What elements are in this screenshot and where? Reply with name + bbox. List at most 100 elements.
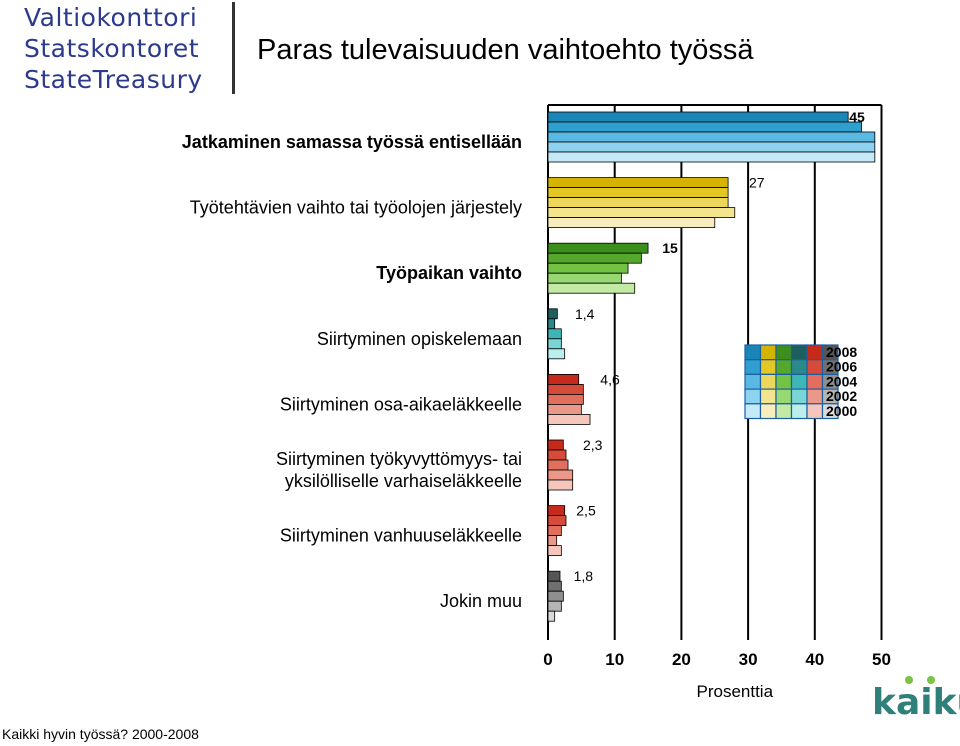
state-treasury-logo: Valtiokonttori Statskontoret StateTreasu… xyxy=(24,2,203,95)
bar xyxy=(547,373,580,385)
x-axis-title: Prosenttia xyxy=(696,682,773,701)
category-label: Työpaikan vaihto xyxy=(376,263,522,283)
x-tick-label: 30 xyxy=(739,650,758,669)
bar xyxy=(547,318,556,330)
bar xyxy=(547,459,569,471)
bar xyxy=(547,328,562,340)
category-label: Siirtyminen työkyvyttömyys- tai xyxy=(276,449,522,469)
x-tick-label: 20 xyxy=(672,650,691,669)
bar xyxy=(547,151,876,163)
bar xyxy=(547,131,876,143)
legend-swatch xyxy=(806,373,824,390)
legend-swatch xyxy=(790,403,808,420)
x-tick-label: 40 xyxy=(805,650,824,669)
kaiku-dot-icon xyxy=(905,676,913,684)
bar xyxy=(547,141,876,153)
bar xyxy=(547,570,561,582)
legend-swatch xyxy=(744,344,762,361)
bar xyxy=(547,308,558,320)
bar xyxy=(547,403,582,415)
data-label: 2,3 xyxy=(583,437,603,453)
bar xyxy=(547,590,564,602)
legend-swatch xyxy=(775,344,793,361)
bar xyxy=(547,252,642,264)
bar xyxy=(547,282,636,294)
legend-label: 2008 xyxy=(826,344,857,360)
logo-line-1: Valtiokonttori xyxy=(24,3,198,32)
logo-line-2: Statskontoret xyxy=(24,34,200,63)
bar xyxy=(547,525,562,536)
footer-text: Kaikki hyvin työssä? 2000-2008 xyxy=(2,726,199,742)
data-label: 15 xyxy=(662,240,678,256)
legend-label: 2004 xyxy=(826,373,857,389)
data-label: 1,8 xyxy=(574,568,594,584)
bar xyxy=(547,600,562,612)
x-tick-label: 10 xyxy=(605,650,624,669)
bar xyxy=(547,469,574,481)
bar xyxy=(547,515,567,526)
category-label: Jokin muu xyxy=(440,591,522,611)
legend-swatch xyxy=(744,388,762,405)
category-label: yksilölliselle varhaiseläkkeelle xyxy=(285,471,522,491)
bar xyxy=(547,383,584,395)
bar xyxy=(547,393,584,405)
bar xyxy=(547,177,729,189)
legend-swatch xyxy=(775,373,793,390)
data-label: 4,6 xyxy=(600,371,620,387)
data-label: 45 xyxy=(849,109,865,125)
bar xyxy=(547,449,567,461)
bar xyxy=(547,610,556,622)
bar xyxy=(547,272,622,284)
legend-swatch xyxy=(790,373,808,390)
legend-swatch xyxy=(744,403,762,420)
data-label: 27 xyxy=(749,175,765,191)
legend-swatch xyxy=(759,373,777,390)
bar xyxy=(547,197,729,209)
bar xyxy=(547,187,729,199)
bar xyxy=(547,348,566,360)
bar xyxy=(547,111,849,123)
x-tick-label: 50 xyxy=(872,650,891,669)
bar xyxy=(547,545,562,556)
data-label: 1,4 xyxy=(575,306,595,322)
legend-swatch xyxy=(744,359,762,376)
legend-swatch xyxy=(759,388,777,405)
bar xyxy=(547,338,562,350)
x-tick-label: 0 xyxy=(543,650,552,669)
legend-swatch xyxy=(775,388,793,405)
legend-swatch xyxy=(821,403,839,420)
legend-swatch xyxy=(759,344,777,361)
category-label: Siirtyminen opiskelemaan xyxy=(317,329,522,349)
category-label: Siirtyminen vanhuuseläkkeelle xyxy=(280,526,522,546)
legend-swatch xyxy=(790,359,808,376)
legend-swatch xyxy=(744,373,762,390)
page-title: Paras tulevaisuuden vaihtoehto työssä xyxy=(257,34,754,66)
legend-swatch xyxy=(759,403,777,420)
legend-label: 2002 xyxy=(826,388,857,404)
kaiku-logo-text: kaiku xyxy=(872,682,960,723)
header-divider xyxy=(232,2,235,94)
logo-line-3: StateTreasury xyxy=(24,65,203,94)
legend-swatch xyxy=(790,344,808,361)
category-label: Jatkaminen samassa työssä entisellään xyxy=(182,132,522,152)
bar xyxy=(547,121,862,133)
legend-swatch xyxy=(775,359,793,376)
data-label: 2,5 xyxy=(576,503,596,519)
legend-swatch xyxy=(759,359,777,376)
bar xyxy=(547,207,736,219)
bar xyxy=(547,505,566,517)
bar xyxy=(547,413,591,425)
legend-swatch xyxy=(775,403,793,420)
bar xyxy=(547,535,558,546)
kaiku-dot-icon xyxy=(927,676,935,684)
legend-swatch xyxy=(806,388,824,405)
bar xyxy=(547,217,716,229)
bar xyxy=(547,479,574,491)
legend-swatch xyxy=(806,359,824,376)
kaiku-logo: kaiku xyxy=(872,676,960,723)
bar xyxy=(547,242,649,254)
bar xyxy=(547,262,629,274)
legend-swatch xyxy=(806,403,824,420)
category-label: Siirtyminen osa-aikaeläkkeelle xyxy=(280,394,522,414)
